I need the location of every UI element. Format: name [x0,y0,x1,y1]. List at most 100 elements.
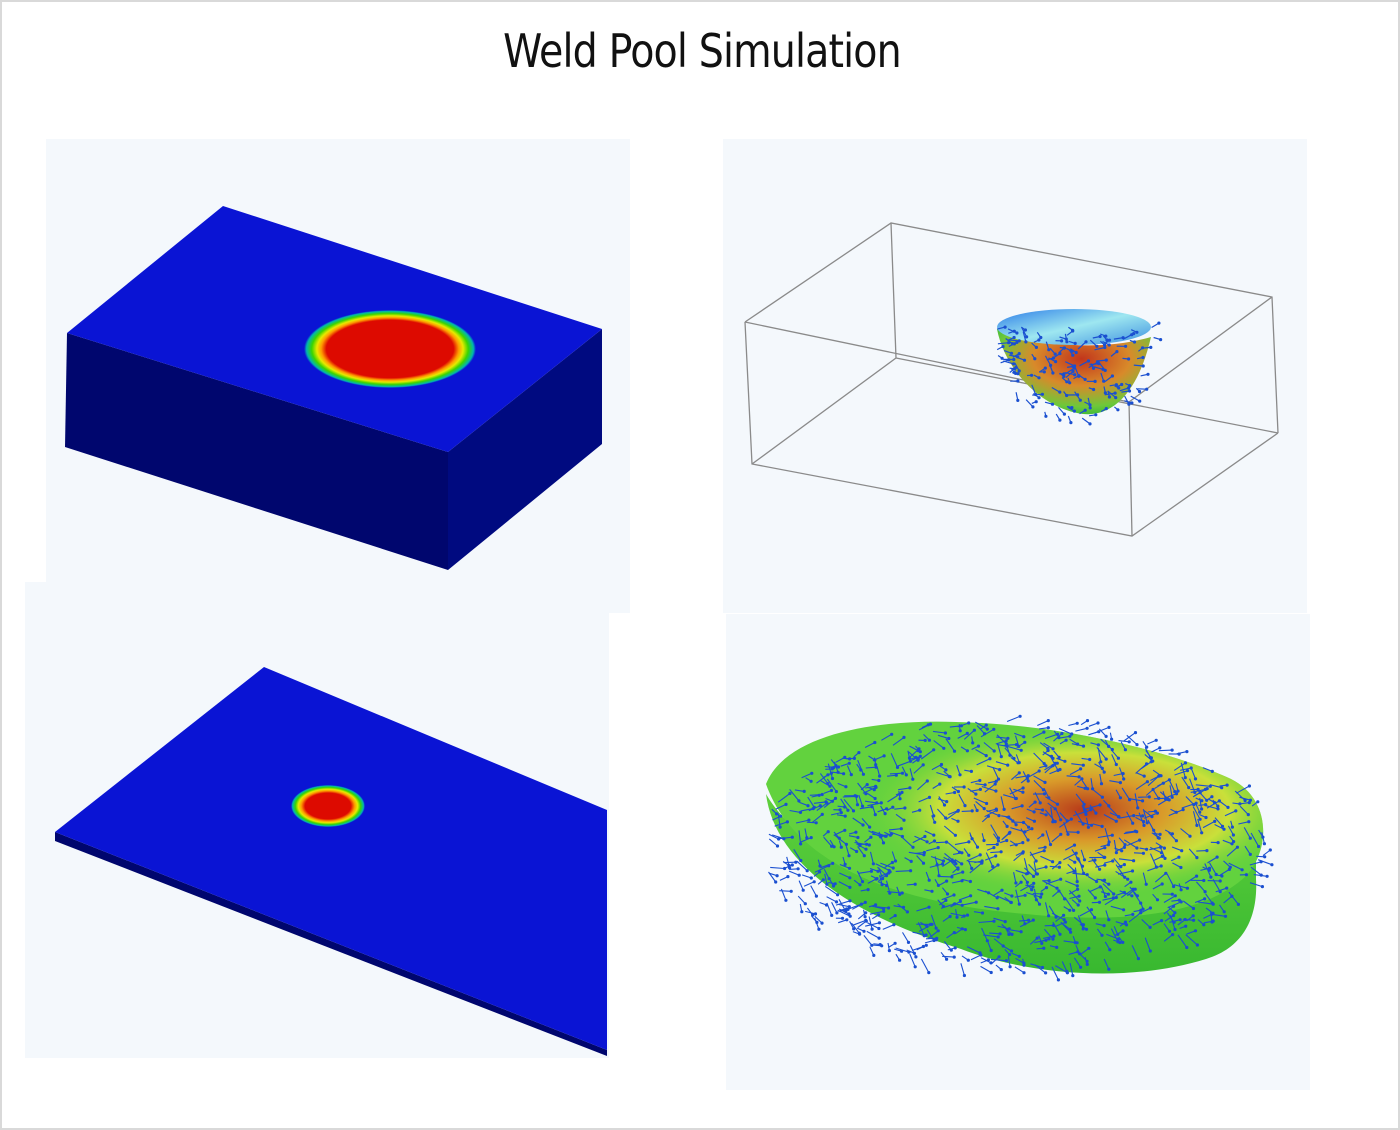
velocity-arrow [797,895,806,905]
velocity-arrow-head [906,940,911,944]
velocity-arrow-head [1026,774,1030,778]
velocity-arrow [1039,742,1049,749]
velocity-arrow-head [1205,798,1209,802]
velocity-arrow [995,761,1008,766]
velocity-arrow-head [1178,918,1182,922]
velocity-arrow-head [1114,851,1118,855]
velocity-arrow [872,755,885,762]
velocity-arrow-head [1120,849,1124,853]
velocity-arrow [820,862,833,869]
velocity-arrow [869,910,884,915]
velocity-arrow-head [813,912,818,916]
velocity-arrow-head [1093,858,1097,862]
velocity-arrow-head [794,860,798,864]
velocity-arrow [1212,879,1221,892]
velocity-arrow-head [971,741,975,745]
velocity-arrow-head [878,774,882,778]
velocity-arrow-head [1107,725,1111,729]
velocity-arrow-head [881,841,886,845]
velocity-arrow-head [1120,382,1124,387]
velocity-arrow-head [999,968,1003,972]
velocity-arrow-head [1142,774,1146,778]
velocity-arrow-head [878,943,882,947]
velocity-arrow [1055,914,1064,923]
velocity-arrow-head [1200,807,1204,811]
velocity-arrow-head [1025,335,1029,339]
velocity-arrow-head [1135,743,1139,747]
velocity-arrow-head [939,762,944,767]
plate-front-edge [55,832,607,1056]
velocity-arrow-head [1106,843,1110,847]
velocity-arrow [858,870,872,874]
velocity-arrow [1167,831,1177,842]
velocity-arrow-head [908,786,912,790]
velocity-arrow-head [1103,391,1107,395]
velocity-arrow [799,837,812,843]
velocity-arrow-head [940,862,945,866]
velocity-arrow-head [1103,894,1107,899]
velocity-arrow [1045,796,1058,805]
velocity-arrow-head [885,883,889,888]
velocity-arrow-head [876,869,880,873]
velocity-arrow-head [1110,737,1114,741]
velocity-arrow [864,742,876,748]
velocity-arrow-head [1050,402,1055,406]
velocity-arrow-head [1145,821,1149,825]
velocity-arrow-head [1131,821,1135,825]
velocity-arrow [1007,956,1011,967]
velocity-arrow-head [967,840,971,844]
velocity-arrow-head [995,896,999,900]
velocity-arrow-head [1092,387,1096,392]
velocity-arrow [1090,778,1094,789]
velocity-arrow-head [937,874,941,878]
velocity-arrow-head [1162,846,1166,850]
velocity-arrow-head [1049,754,1054,758]
velocity-arrow-head [1023,740,1027,744]
velocity-arrow-head [1130,894,1134,898]
velocity-arrow [1195,784,1211,787]
velocity-arrow-head [1218,879,1222,883]
velocity-arrow-head [859,902,864,906]
velocity-arrow-head [826,773,830,777]
velocity-arrow [1014,894,1026,898]
velocity-arrow-head [1141,355,1145,360]
velocity-arrow [1125,830,1136,833]
velocity-arrow-head [983,783,987,787]
velocity-arrow [1185,934,1198,946]
velocity-arrow-head [987,891,991,895]
velocity-arrow-head [997,814,1001,818]
velocity-arrow [1065,831,1079,833]
velocity-arrow-head [963,804,967,808]
velocity-arrow [1044,902,1050,916]
velocity-arrow [1044,355,1052,366]
velocity-arrow [1043,742,1054,750]
velocity-arrow-head [810,771,814,775]
weld-pool [291,785,365,827]
velocity-arrow-head [1155,898,1160,902]
velocity-arrow-head [834,790,838,794]
velocity-arrow [1152,920,1162,926]
velocity-arrow-head [1044,414,1048,418]
velocity-arrow-head [1126,877,1130,881]
velocity-arrow-head [1019,748,1023,752]
velocity-arrow [777,793,791,803]
velocity-arrow-head [870,805,874,809]
velocity-arrow [909,745,919,752]
velocity-arrow [933,740,945,749]
velocity-arrow-head [942,803,947,807]
velocity-arrow-head [928,722,933,726]
velocity-arrow-head [1076,830,1080,834]
velocity-arrow [967,860,982,863]
velocity-arrow-head [1068,381,1072,385]
velocity-arrow [857,920,867,928]
velocity-arrow-head [1041,833,1045,837]
velocity-arrow [976,725,986,735]
velocity-arrow [980,728,995,738]
velocity-arrow-head [992,749,996,753]
velocity-arrow [1063,852,1077,861]
velocity-arrow-head [811,913,815,917]
velocity-arrow-head [1001,344,1005,349]
velocity-arrow-head [998,768,1002,772]
velocity-arrow-head [994,779,998,783]
